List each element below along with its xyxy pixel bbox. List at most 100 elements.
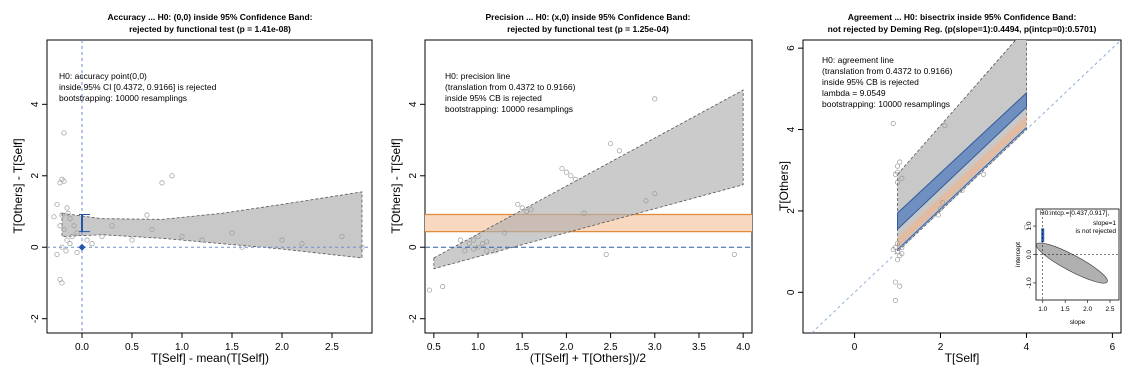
data-point — [109, 223, 115, 229]
data-point — [894, 169, 901, 175]
data-point — [890, 120, 896, 126]
data-point — [74, 250, 80, 256]
y-tick-label: 4 — [786, 126, 797, 132]
plot-frame — [802, 39, 1122, 334]
data-point — [359, 244, 365, 250]
data-point — [59, 280, 65, 286]
data-point — [959, 188, 965, 194]
data-point — [462, 248, 468, 254]
inset-confidence-ellipse — [1036, 242, 1108, 284]
data-point — [59, 244, 65, 250]
y-tick-label: 0 — [30, 244, 41, 250]
y-axis-label: T[Others] - T[Self] — [389, 138, 403, 233]
x-tick-label: 2.0 — [275, 342, 289, 353]
annotation-line: bootstrapping: 10000 resamplings — [822, 99, 950, 109]
inset-h0-segment — [1041, 228, 1045, 242]
data-point — [524, 208, 530, 215]
data-point — [89, 241, 95, 247]
data-point — [74, 230, 80, 236]
data-point — [239, 244, 245, 250]
plot-frame — [46, 39, 373, 334]
h0-point-marker — [78, 243, 86, 251]
data-point — [942, 122, 948, 129]
chart-subtitle: not rejected by Deming Reg. (p(slope=1):… — [828, 24, 1097, 34]
chart-subtitle: rejected by functional test (p = 1.25e-0… — [507, 24, 669, 34]
data-point — [84, 237, 90, 243]
data-point — [572, 176, 578, 182]
inset-note: is not rejected — [1076, 228, 1117, 235]
data-point — [61, 226, 67, 232]
data-point — [899, 175, 905, 181]
x-tick-label: 2.0 — [559, 342, 573, 353]
data-point — [899, 251, 905, 257]
y-axis-label: T[Others] — [777, 161, 791, 211]
data-point — [528, 207, 534, 213]
y-tick-label: 6 — [786, 45, 797, 51]
data-point — [897, 159, 903, 165]
data-point — [563, 169, 569, 175]
data-point — [519, 205, 525, 211]
data-point — [890, 247, 896, 253]
data-point — [59, 212, 65, 218]
annotation-line: H0: precision line — [445, 71, 510, 81]
data-point — [69, 233, 75, 240]
x-tick-label: 1.5 — [515, 342, 529, 353]
data-point — [475, 233, 481, 240]
data-point — [935, 212, 941, 218]
confidence-band — [433, 89, 744, 270]
data-point — [457, 237, 463, 243]
data-point — [603, 251, 609, 257]
data-point — [484, 239, 490, 245]
x-tick-label: 0.0 — [75, 342, 89, 353]
data-point — [475, 244, 481, 250]
inset-y-tick-label: 1.0 — [1026, 221, 1033, 230]
data-point — [299, 241, 305, 247]
data-point — [484, 248, 490, 254]
inset-x-tick-label: 1.0 — [1038, 306, 1047, 313]
data-point — [568, 173, 574, 179]
data-point — [493, 248, 499, 254]
data-point — [71, 223, 77, 229]
y-tick-label: 4 — [30, 101, 41, 107]
inset-x-tick-label: 1.5 — [1061, 306, 1070, 313]
data-point — [608, 141, 614, 147]
data-point — [937, 206, 944, 212]
y-axis-label: T[Others] - T[Self] — [11, 138, 25, 233]
panel-2: Precision ... H0: (x,0) inside 95% Confi… — [389, 12, 753, 365]
data-point — [169, 173, 175, 179]
plot-area — [810, 40, 1121, 333]
data-point — [279, 237, 285, 243]
annotation-line: (translation from 0.4372 to 0.9166) — [445, 82, 576, 92]
x-tick-label: 2.5 — [604, 342, 618, 353]
data-point — [129, 237, 135, 243]
inset-y-tick-label: -1.0 — [1026, 277, 1033, 289]
data-point — [894, 240, 901, 247]
annotation-line: inside 95% CB is rejected — [445, 93, 542, 103]
data-point — [892, 297, 898, 303]
inset-note: slope=1 — [1093, 220, 1116, 227]
chart-title: Accuracy ... H0: (0,0) inside 95% Confid… — [107, 12, 312, 22]
x-tick-label: 6 — [1110, 342, 1116, 353]
data-point — [581, 210, 587, 216]
data-point — [64, 205, 70, 211]
inset-title: H0:intcp.=[0.437,0.917], — [1040, 210, 1109, 217]
data-point — [426, 287, 432, 293]
x-tick-label: 0.5 — [125, 342, 139, 353]
data-point — [897, 283, 903, 289]
x-axis-label: (T[Self] + T[Others])/2 — [530, 351, 646, 365]
data-point — [67, 241, 73, 247]
data-point — [980, 171, 987, 177]
chart-title: Precision ... H0: (x,0) inside 95% Confi… — [486, 12, 691, 22]
data-point — [466, 241, 472, 247]
annotation-line: bootstrapping: 10000 resamplings — [59, 93, 187, 103]
data-point — [179, 233, 185, 240]
inset-x-tick-label: 2.5 — [1106, 306, 1115, 313]
y-tick-label: 0 — [408, 244, 419, 250]
y-tick-label: -2 — [30, 314, 41, 323]
y-tick-label: 2 — [30, 173, 41, 179]
deming-band — [897, 91, 1027, 231]
data-point — [65, 210, 71, 216]
data-point — [559, 166, 565, 172]
